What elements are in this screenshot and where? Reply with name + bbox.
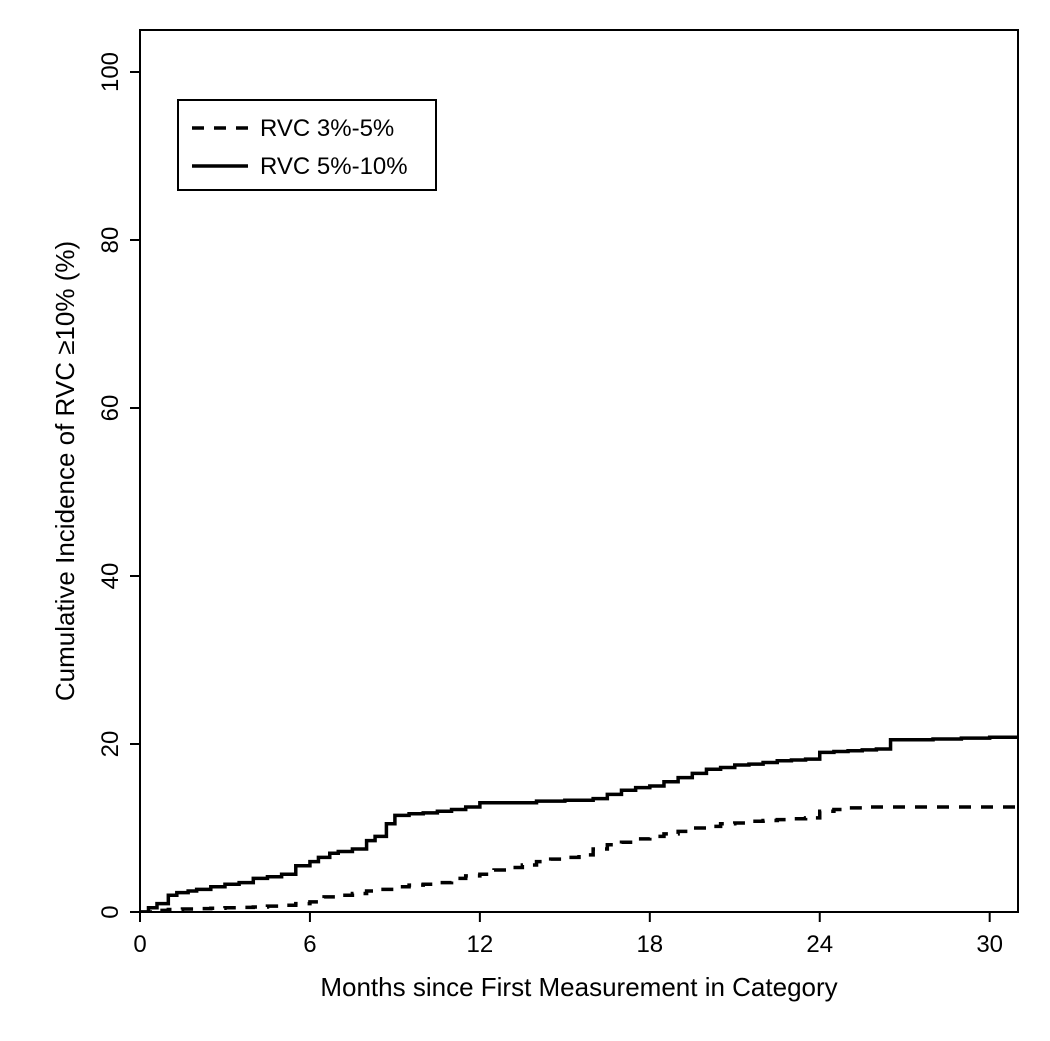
svg-text:100: 100 [97,52,124,92]
svg-text:30: 30 [976,931,1003,958]
svg-text:0: 0 [97,905,124,918]
svg-text:18: 18 [636,931,663,958]
svg-text:0: 0 [133,931,146,958]
svg-text:6: 6 [303,931,316,958]
svg-text:RVC 5%-10%: RVC 5%-10% [260,153,408,180]
svg-text:12: 12 [467,931,494,958]
svg-text:RVC 3%-5%: RVC 3%-5% [260,115,394,142]
svg-text:Cumulative Incidence of RVC ≥1: Cumulative Incidence of RVC ≥10% (%) [50,241,80,701]
svg-text:40: 40 [97,563,124,590]
svg-text:24: 24 [806,931,833,958]
svg-text:20: 20 [97,731,124,758]
cumulative-incidence-chart: 0 6 12 18 24 30 0 20 40 60 80 100 Months since First… [0,0,1050,1041]
chart-svg: 0 6 12 18 24 30 0 20 40 60 80 100 Months since First… [0,0,1050,1041]
svg-text:60: 60 [97,395,124,422]
svg-text:Months since First Measurement: Months since First Measurement in Catego… [320,972,837,1002]
svg-text:80: 80 [97,227,124,254]
